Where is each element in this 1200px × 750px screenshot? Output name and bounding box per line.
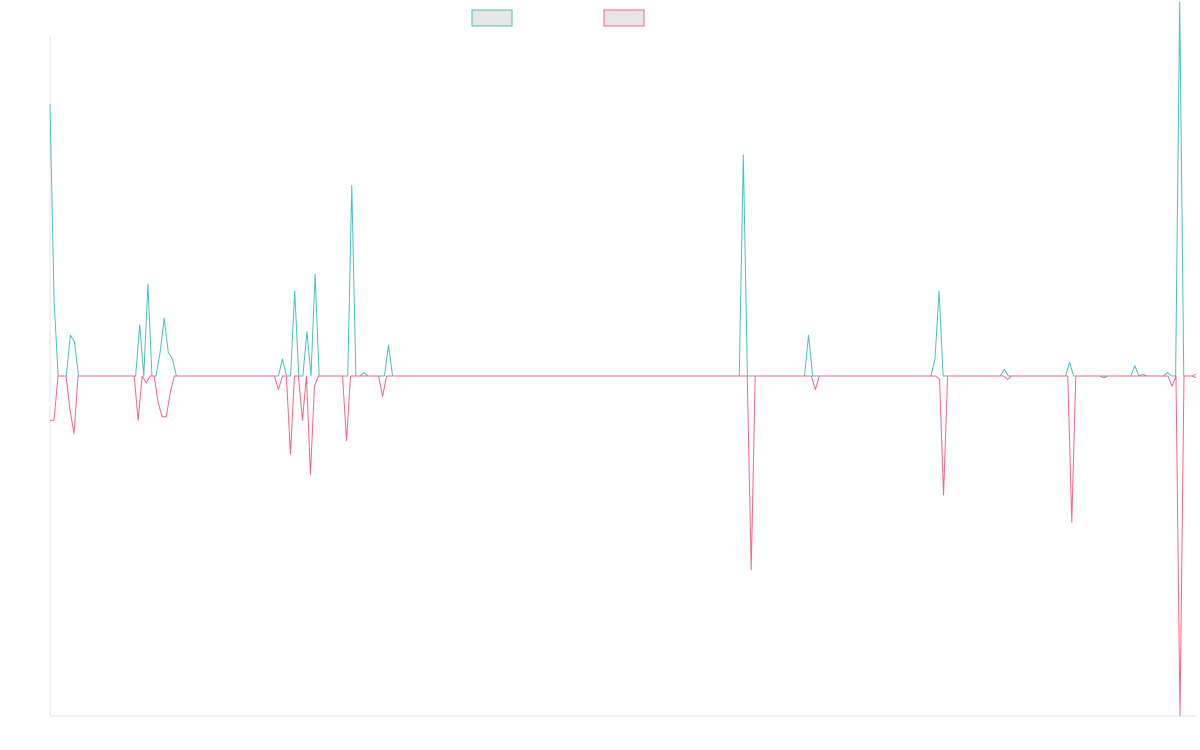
- series-line-1: [49, 1, 1197, 377]
- legend-swatch-series-2[interactable]: [603, 9, 645, 27]
- series-layer: [49, 1, 1197, 717]
- axes: [49, 36, 1196, 717]
- legend-swatch-series-1[interactable]: [471, 9, 513, 27]
- series-line-2: [50, 375, 1197, 717]
- legend: [471, 9, 645, 27]
